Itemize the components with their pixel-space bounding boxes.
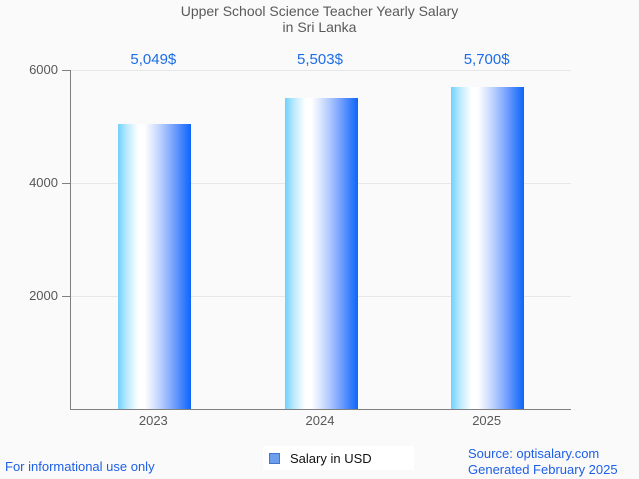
y-axis-tick	[62, 296, 70, 297]
bar-2023	[117, 123, 191, 409]
y-axis-tick	[62, 70, 70, 71]
source-link[interactable]: Source: optisalary.com	[468, 446, 600, 461]
chart-title: Upper School Science Teacher Yearly Sala…	[0, 3, 639, 35]
x-axis-label: 2024	[305, 413, 335, 428]
gridline	[71, 70, 571, 71]
bar-value-label: 5,503$	[297, 51, 343, 68]
bar-value-label: 5,049$	[130, 51, 177, 68]
source-block: Source: optisalary.com Generated Februar…	[468, 446, 618, 478]
y-axis-label: 2000	[29, 288, 58, 303]
disclaimer-text: For informational use only	[5, 459, 155, 474]
generated-date: Generated February 2025	[468, 462, 618, 477]
x-axis-label: 2025	[472, 413, 502, 428]
y-axis-label: 4000	[29, 175, 58, 190]
legend-label: Salary in USD	[290, 450, 372, 466]
bar-2024	[284, 98, 358, 409]
chart-title-line1: Upper School Science Teacher Yearly Sala…	[180, 3, 459, 19]
legend-marker-icon	[269, 452, 280, 464]
x-axis-label: 2023	[138, 413, 168, 428]
y-axis-tick	[62, 183, 70, 184]
legend: Salary in USD	[263, 446, 414, 470]
plot-area	[70, 70, 571, 410]
bar-2025	[451, 86, 525, 409]
chart-title-line2: in Sri Lanka	[282, 19, 357, 35]
y-axis-label: 6000	[29, 62, 58, 77]
bar-value-label: 5,700$	[463, 51, 510, 68]
